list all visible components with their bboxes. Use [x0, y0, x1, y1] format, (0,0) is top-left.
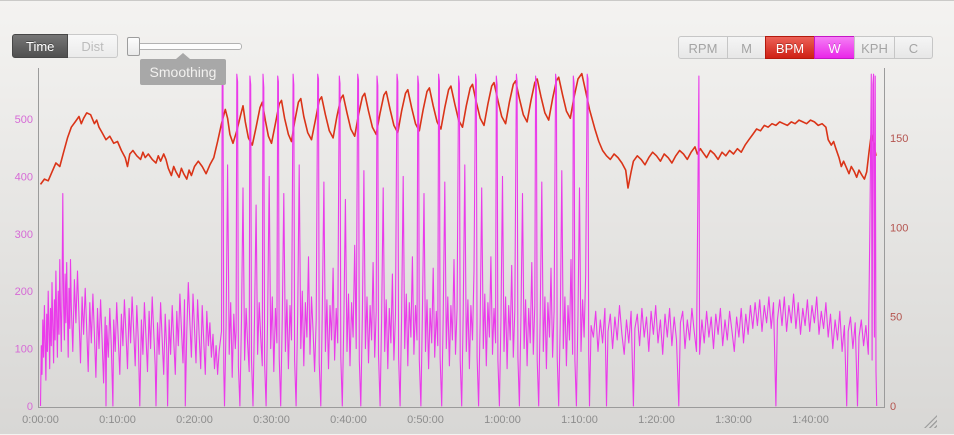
smoothing-slider-track[interactable] — [131, 43, 242, 50]
x-axis-tick-label: 0:10:00 — [99, 414, 136, 426]
unit-toggle-group: RPM M BPM W KPH C — [678, 36, 933, 59]
left-axis-tick-label: 0 — [27, 401, 33, 413]
x-axis-tick-label: 1:20:00 — [638, 414, 675, 426]
tooltip-notch-icon — [176, 53, 190, 59]
w-toggle-button[interactable]: W — [814, 36, 855, 59]
c-toggle-button[interactable]: C — [894, 36, 933, 59]
x-axis-tick-label: 1:40:00 — [792, 414, 829, 426]
x-axis-tick-label: 1:00:00 — [484, 414, 521, 426]
x-axis-tick-label: 0:30:00 — [253, 414, 290, 426]
smoothing-tooltip: Smoothing — [140, 53, 226, 85]
kph-toggle-button[interactable]: KPH — [854, 36, 895, 59]
left-axis-tick-label: 200 — [15, 286, 33, 298]
left-axis-tick-label: 300 — [15, 229, 33, 241]
x-axis-tick-label: 0:40:00 — [330, 414, 367, 426]
series-power_w — [39, 73, 878, 407]
left-axis-tick-label: 100 — [15, 344, 33, 356]
smoothing-slider-handle[interactable] — [127, 37, 140, 56]
right-axis-tick-label: 150 — [890, 133, 908, 145]
right-axis-tick-label: 50 — [890, 312, 902, 324]
dist-mode-button[interactable]: Dist — [68, 34, 118, 58]
x-axis-tick-label: 0:20:00 — [176, 414, 213, 426]
m-toggle-button[interactable]: M — [727, 36, 766, 59]
left-axis-tick-label: 500 — [15, 114, 33, 126]
time-mode-button[interactable]: Time — [12, 34, 69, 58]
smoothing-tooltip-label: Smoothing — [149, 64, 217, 80]
x-axis-tick-label: 0:00:00 — [22, 414, 59, 426]
bpm-toggle-button[interactable]: BPM — [765, 36, 815, 59]
left-axis-tick-label: 400 — [15, 171, 33, 183]
series-heart_rate_bpm — [39, 72, 877, 189]
right-axis-tick-label: 100 — [890, 222, 908, 234]
x-axis-tick-label: 1:30:00 — [715, 414, 752, 426]
x-axis-tick-label: 0:50:00 — [407, 414, 444, 426]
x-axis-tick-label: 1:10:00 — [561, 414, 598, 426]
right-axis-tick-label: 0 — [890, 401, 896, 413]
rpm-toggle-button[interactable]: RPM — [678, 36, 728, 59]
x-axis-mode-toggle: Time Dist — [12, 34, 118, 58]
